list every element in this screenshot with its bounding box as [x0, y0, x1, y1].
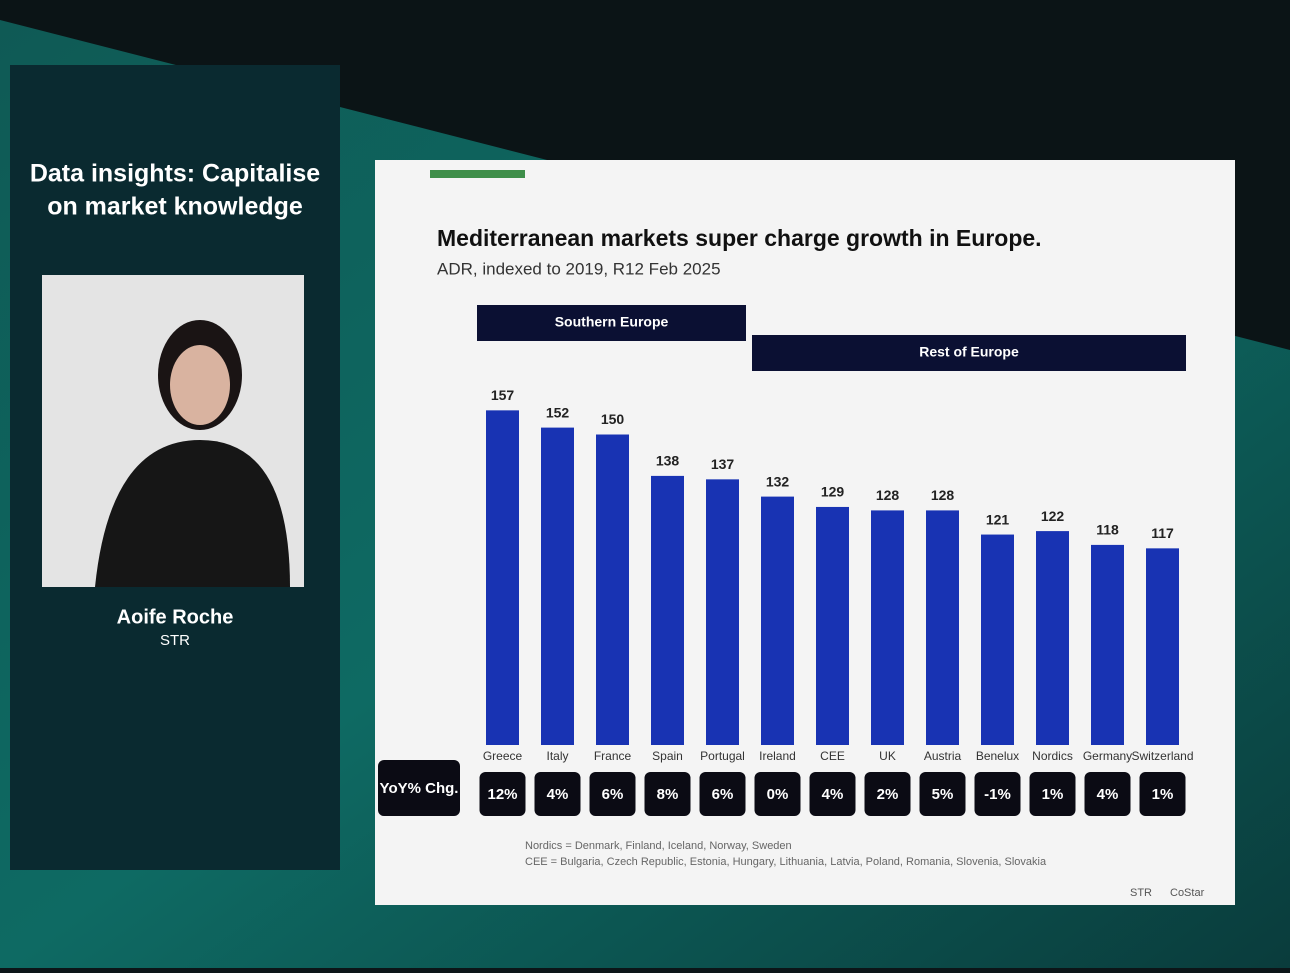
group-header: [477, 305, 746, 341]
yoy-badge: [1029, 772, 1076, 816]
yoy-badge: [1084, 772, 1131, 816]
yoy-badge: [534, 772, 581, 816]
x-tick-label: Austria: [924, 749, 962, 763]
value-label: 138: [656, 453, 680, 469]
photo-face: [170, 345, 230, 425]
yoy-value: 5%: [932, 786, 954, 803]
value-label: 137: [711, 456, 735, 472]
yoy-badge: [864, 772, 911, 816]
yoy-value: 6%: [602, 786, 624, 803]
bar: [981, 534, 1014, 745]
yoy-badge: [809, 772, 856, 816]
value-label: 157: [491, 387, 515, 403]
yoy-badge: [644, 772, 691, 816]
value-label: 121: [986, 511, 1010, 527]
value-label: 128: [876, 487, 900, 503]
x-tick-label: Switzerland: [1131, 749, 1193, 763]
slide-accent: [430, 170, 525, 178]
bar: [541, 427, 574, 745]
yoy-value: 4%: [822, 786, 844, 803]
value-label: 150: [601, 411, 625, 427]
yoy-value: 4%: [1097, 786, 1119, 803]
group-label: Rest of Europe: [919, 344, 1019, 360]
speaker-name: Aoife Roche: [117, 606, 234, 628]
group-header: [752, 335, 1186, 371]
value-label: 129: [821, 484, 845, 500]
yoy-label: YoY% Chg.: [380, 780, 459, 797]
yoy-badge: [589, 772, 636, 816]
bar: [651, 475, 684, 745]
x-tick-label: Portugal: [700, 749, 745, 763]
bar: [1036, 531, 1069, 745]
x-tick-label: France: [594, 749, 632, 763]
bar: [871, 510, 904, 745]
bar: [596, 434, 629, 745]
yoy-badge: [919, 772, 966, 816]
yoy-label-box: [378, 760, 460, 816]
yoy-value: 1%: [1152, 786, 1174, 803]
yoy-badge: [754, 772, 801, 816]
bar: [1146, 548, 1179, 745]
yoy-badge: [1139, 772, 1186, 816]
value-label: 132: [766, 473, 790, 489]
bar: [486, 410, 519, 745]
footnote: CEE = Bulgaria, Czech Republic, Estonia,…: [525, 856, 1047, 868]
x-tick-label: Italy: [546, 749, 568, 763]
session-title: Data insights: Capitalise: [30, 160, 320, 188]
yoy-value: 1%: [1042, 786, 1064, 803]
x-tick-label: Greece: [483, 749, 523, 763]
x-tick-label: Nordics: [1032, 749, 1073, 763]
yoy-value: 0%: [767, 786, 789, 803]
yoy-value: 12%: [487, 786, 517, 803]
bar: [761, 496, 794, 745]
group-label: Southern Europe: [555, 314, 669, 330]
speaker-company: STR: [160, 632, 190, 649]
x-tick-label: UK: [879, 749, 896, 763]
value-label: 122: [1041, 508, 1065, 524]
x-tick-label: Ireland: [759, 749, 796, 763]
yoy-value: 2%: [877, 786, 899, 803]
value-label: 128: [931, 487, 955, 503]
value-label: 152: [546, 404, 570, 420]
yoy-value: 4%: [547, 786, 569, 803]
bar: [816, 506, 849, 745]
value-label: 118: [1096, 522, 1119, 538]
yoy-badge: [699, 772, 746, 816]
yoy-value: -1%: [984, 786, 1011, 803]
value-label: 117: [1151, 525, 1174, 541]
yoy-value: 8%: [657, 786, 679, 803]
chart-title: Mediterranean markets super charge growt…: [437, 225, 1042, 251]
yoy-badge: [974, 772, 1021, 816]
footnote: Nordics = Denmark, Finland, Iceland, Nor…: [525, 840, 792, 852]
x-tick-label: Spain: [652, 749, 683, 763]
bar: [706, 479, 739, 745]
yoy-value: 6%: [712, 786, 734, 803]
photo-body: [95, 440, 290, 587]
x-tick-label: Benelux: [976, 749, 1019, 763]
yoy-badge: [479, 772, 526, 816]
x-tick-label: CEE: [820, 749, 845, 763]
session-title: on market knowledge: [47, 193, 303, 221]
logo: CoStar: [1170, 887, 1205, 899]
x-tick-label: Germany: [1083, 749, 1132, 763]
chart-subtitle: ADR, indexed to 2019, R12 Feb 2025: [437, 259, 721, 278]
bar: [926, 510, 959, 745]
bar: [1091, 544, 1124, 745]
logo: STR: [1130, 887, 1152, 899]
